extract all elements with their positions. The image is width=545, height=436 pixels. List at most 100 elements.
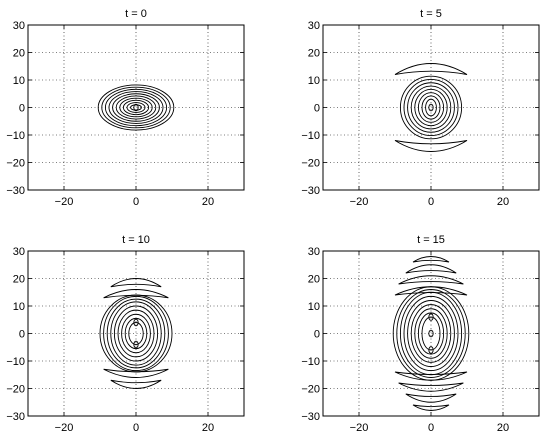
blob-contour [117, 309, 155, 358]
y-tick-label: −10 [301, 356, 320, 368]
panel-2: −20 0 20 −30 −20 −10 0 10 20 30 t = 10 [6, 234, 245, 434]
y-tick-label: −20 [301, 384, 320, 396]
panel-title: t = 0 [125, 8, 147, 20]
blob-contour [417, 312, 445, 355]
y-tick-label: −30 [6, 185, 25, 197]
blob-contour [121, 313, 151, 354]
y-tick-label: 30 [308, 246, 320, 258]
blob-contour [414, 88, 448, 127]
core-contour [133, 318, 139, 327]
x-tick-label: 0 [428, 196, 434, 208]
blob-contour [126, 102, 146, 113]
x-tick-label: −20 [55, 196, 74, 208]
core-contour [133, 103, 139, 112]
blob-contour [128, 322, 144, 345]
blob-contour [104, 88, 168, 127]
y-tick-label: 10 [13, 75, 25, 87]
x-tick-label: −20 [350, 196, 369, 208]
panel-title: t = 5 [420, 8, 442, 20]
blob-contour [396, 289, 466, 378]
lobe-contour [412, 404, 450, 411]
blob-contour [124, 317, 148, 350]
y-tick-label: 10 [308, 301, 320, 313]
y-tick-label: −20 [6, 384, 25, 396]
y-tick-label: −30 [301, 185, 320, 197]
lobe-contour [405, 264, 457, 274]
y-tick-label: 0 [19, 103, 25, 115]
blob-contour [106, 298, 166, 369]
blob-contour [421, 316, 441, 351]
y-tick-label: −10 [6, 130, 25, 142]
lobe-contour [412, 256, 450, 263]
y-tick-label: −30 [301, 411, 320, 423]
blob-contour [112, 93, 160, 122]
blob-contour [113, 305, 159, 362]
core-contour [428, 313, 434, 321]
y-tick-label: 30 [308, 20, 320, 32]
blob-contour [410, 85, 452, 130]
blob-contour [407, 300, 455, 367]
blob-contour [417, 92, 445, 123]
x-tick-label: 20 [497, 422, 509, 434]
y-tick-label: 10 [308, 75, 320, 87]
x-tick-label: 0 [428, 422, 434, 434]
blob-contour [115, 95, 157, 120]
y-tick-label: 30 [13, 20, 25, 32]
panel-0: −20 0 20 −30 −20 −10 0 10 20 30 t = 0 [6, 8, 245, 208]
blob-contour [110, 301, 162, 366]
blob-contour [108, 91, 164, 124]
blob-contour [119, 97, 153, 118]
y-tick-label: −10 [6, 356, 25, 368]
x-tick-label: 20 [497, 196, 509, 208]
y-tick-label: −20 [6, 158, 25, 170]
y-tick-label: −10 [301, 130, 320, 142]
blob-contour [410, 304, 452, 363]
y-tick-label: 0 [314, 329, 320, 341]
lobe-contour [394, 286, 468, 296]
x-tick-label: 20 [202, 422, 214, 434]
lobe-contour [394, 63, 468, 75]
lobe-contour [394, 140, 468, 152]
y-tick-label: 0 [314, 103, 320, 115]
y-tick-label: 30 [13, 246, 25, 258]
blob-contour [407, 82, 455, 133]
y-tick-label: 20 [308, 48, 320, 60]
blob-contour [421, 95, 441, 120]
panel-title: t = 10 [122, 234, 150, 246]
lobe-contour [394, 371, 468, 381]
blob-contour [103, 295, 169, 372]
lobe-contour [110, 278, 162, 288]
blob-contour [399, 75, 463, 140]
x-tick-label: 20 [202, 196, 214, 208]
blob-contour [403, 295, 459, 372]
panel-title: t = 15 [417, 234, 445, 246]
core-contour [428, 103, 434, 112]
lobe-contour [398, 382, 464, 392]
lobe-contour [103, 289, 169, 299]
x-tick-label: −20 [350, 422, 369, 434]
panel-1: −20 0 20 −30 −20 −10 0 10 20 30 t = 5 [301, 8, 540, 208]
y-tick-label: 0 [19, 329, 25, 341]
blob-contour [425, 98, 437, 117]
y-tick-label: 20 [308, 274, 320, 286]
panel-3: −20 0 20 −30 −20 −10 0 10 20 30 t = 15 [301, 234, 540, 434]
blob-contour [122, 99, 150, 116]
core-contour [133, 340, 139, 349]
core-contour [428, 346, 434, 354]
blob-contour [403, 78, 459, 136]
x-tick-label: −20 [55, 422, 74, 434]
blob-contour [101, 86, 171, 129]
y-tick-label: 20 [13, 274, 25, 286]
lobe-contour [398, 275, 464, 285]
lobe-contour [110, 379, 162, 389]
y-tick-label: −20 [301, 158, 320, 170]
y-tick-label: −30 [6, 411, 25, 423]
x-tick-label: 0 [133, 196, 139, 208]
blob-contour [414, 308, 448, 359]
lobe-contour [103, 368, 169, 378]
y-tick-label: 20 [13, 48, 25, 60]
blob-contour [130, 104, 142, 111]
y-tick-label: 10 [13, 301, 25, 313]
lobe-contour [405, 393, 457, 403]
